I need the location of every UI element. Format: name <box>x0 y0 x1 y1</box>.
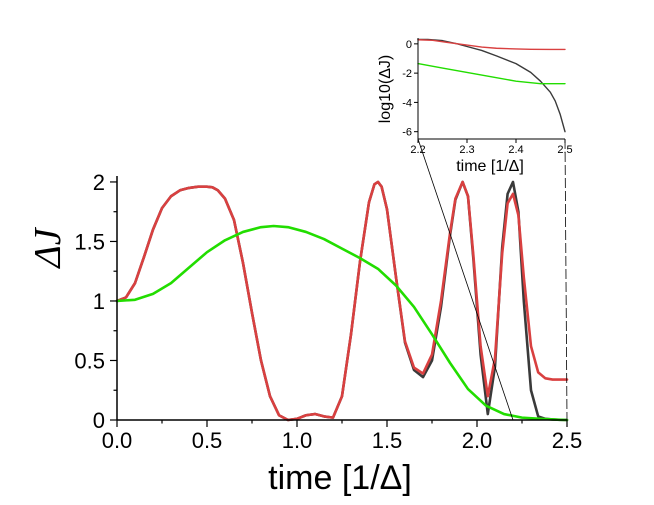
inset-x-ticks: 2.2 2.3 2.4 2.5 <box>410 139 573 156</box>
main-x-tick-label: 2.5 <box>552 428 583 453</box>
main-chart: 0.0 0.5 1.0 1.5 2.0 2.5 00.511.52 time [1/Δ] … <box>27 170 582 497</box>
zoom-connector-right <box>564 138 568 421</box>
inset-y-tick-label: -4 <box>402 97 412 109</box>
inset-x-tick-label: 2.4 <box>508 144 523 156</box>
main-series-green-line <box>115 224 569 422</box>
main-axes: 0.0 0.5 1.0 1.5 2.0 2.5 0 0.5 1 1.5 2 <box>74 170 582 453</box>
main-x-tick-label: 0.5 <box>192 428 223 453</box>
inset-x-tick-label: 2.3 <box>459 144 474 156</box>
main-series-group <box>115 180 569 422</box>
main-x-tick-label: 1.5 <box>372 428 403 453</box>
inset-x-tick-label: 2.5 <box>557 144 572 156</box>
main-series-red-line <box>115 180 569 422</box>
inset-series-red-line <box>417 39 566 51</box>
main-x-tick-label: 0.0 <box>102 428 133 453</box>
inset-x-axis-label: time [1/Δ] <box>456 158 524 175</box>
main-y-tick-label: 2 <box>93 170 105 195</box>
inset-y-ticks: 0 -2 -4 -6 <box>402 39 418 139</box>
main-y-tick-label: 1.5 <box>74 229 105 254</box>
inset-series-group <box>417 38 566 133</box>
main-y-axis-label: ΔJ <box>27 226 69 269</box>
inset-series-black-line <box>417 38 566 133</box>
inset-x-tick-label: 2.2 <box>410 144 425 156</box>
inset-y-axis-label: log10(ΔJ) <box>377 55 394 124</box>
inset-background <box>418 38 565 139</box>
inset-series-green-line <box>417 62 566 85</box>
main-y-tick-label: 0.5 <box>74 348 105 373</box>
main-y-ticks: 0 0.5 1 1.5 2 <box>74 170 117 433</box>
zoom-connector-left <box>417 138 514 421</box>
inset-y-tick-label: 0 <box>406 39 412 51</box>
inset-y-tick-label: -2 <box>402 68 412 80</box>
inset-axes: 2.2 2.3 2.4 2.5 0 -2 -4 -6 <box>402 38 573 156</box>
zoom-connectors <box>417 138 568 421</box>
main-x-axis-label: time [1/Δ] <box>268 459 412 497</box>
main-y-tick-label: 0 <box>93 408 105 433</box>
main-x-tick-label: 1.0 <box>282 428 313 453</box>
main-x-ticks: 0.0 0.5 1.0 1.5 2.0 2.5 <box>102 420 583 453</box>
main-x-tick-label: 2.0 <box>462 428 493 453</box>
inset-chart: 2.2 2.3 2.4 2.5 0 -2 -4 -6 time [1/Δ] log10(ΔJ… <box>377 38 573 175</box>
main-y-tick-label: 1 <box>93 289 105 314</box>
inset-y-tick-label: -6 <box>402 127 412 139</box>
